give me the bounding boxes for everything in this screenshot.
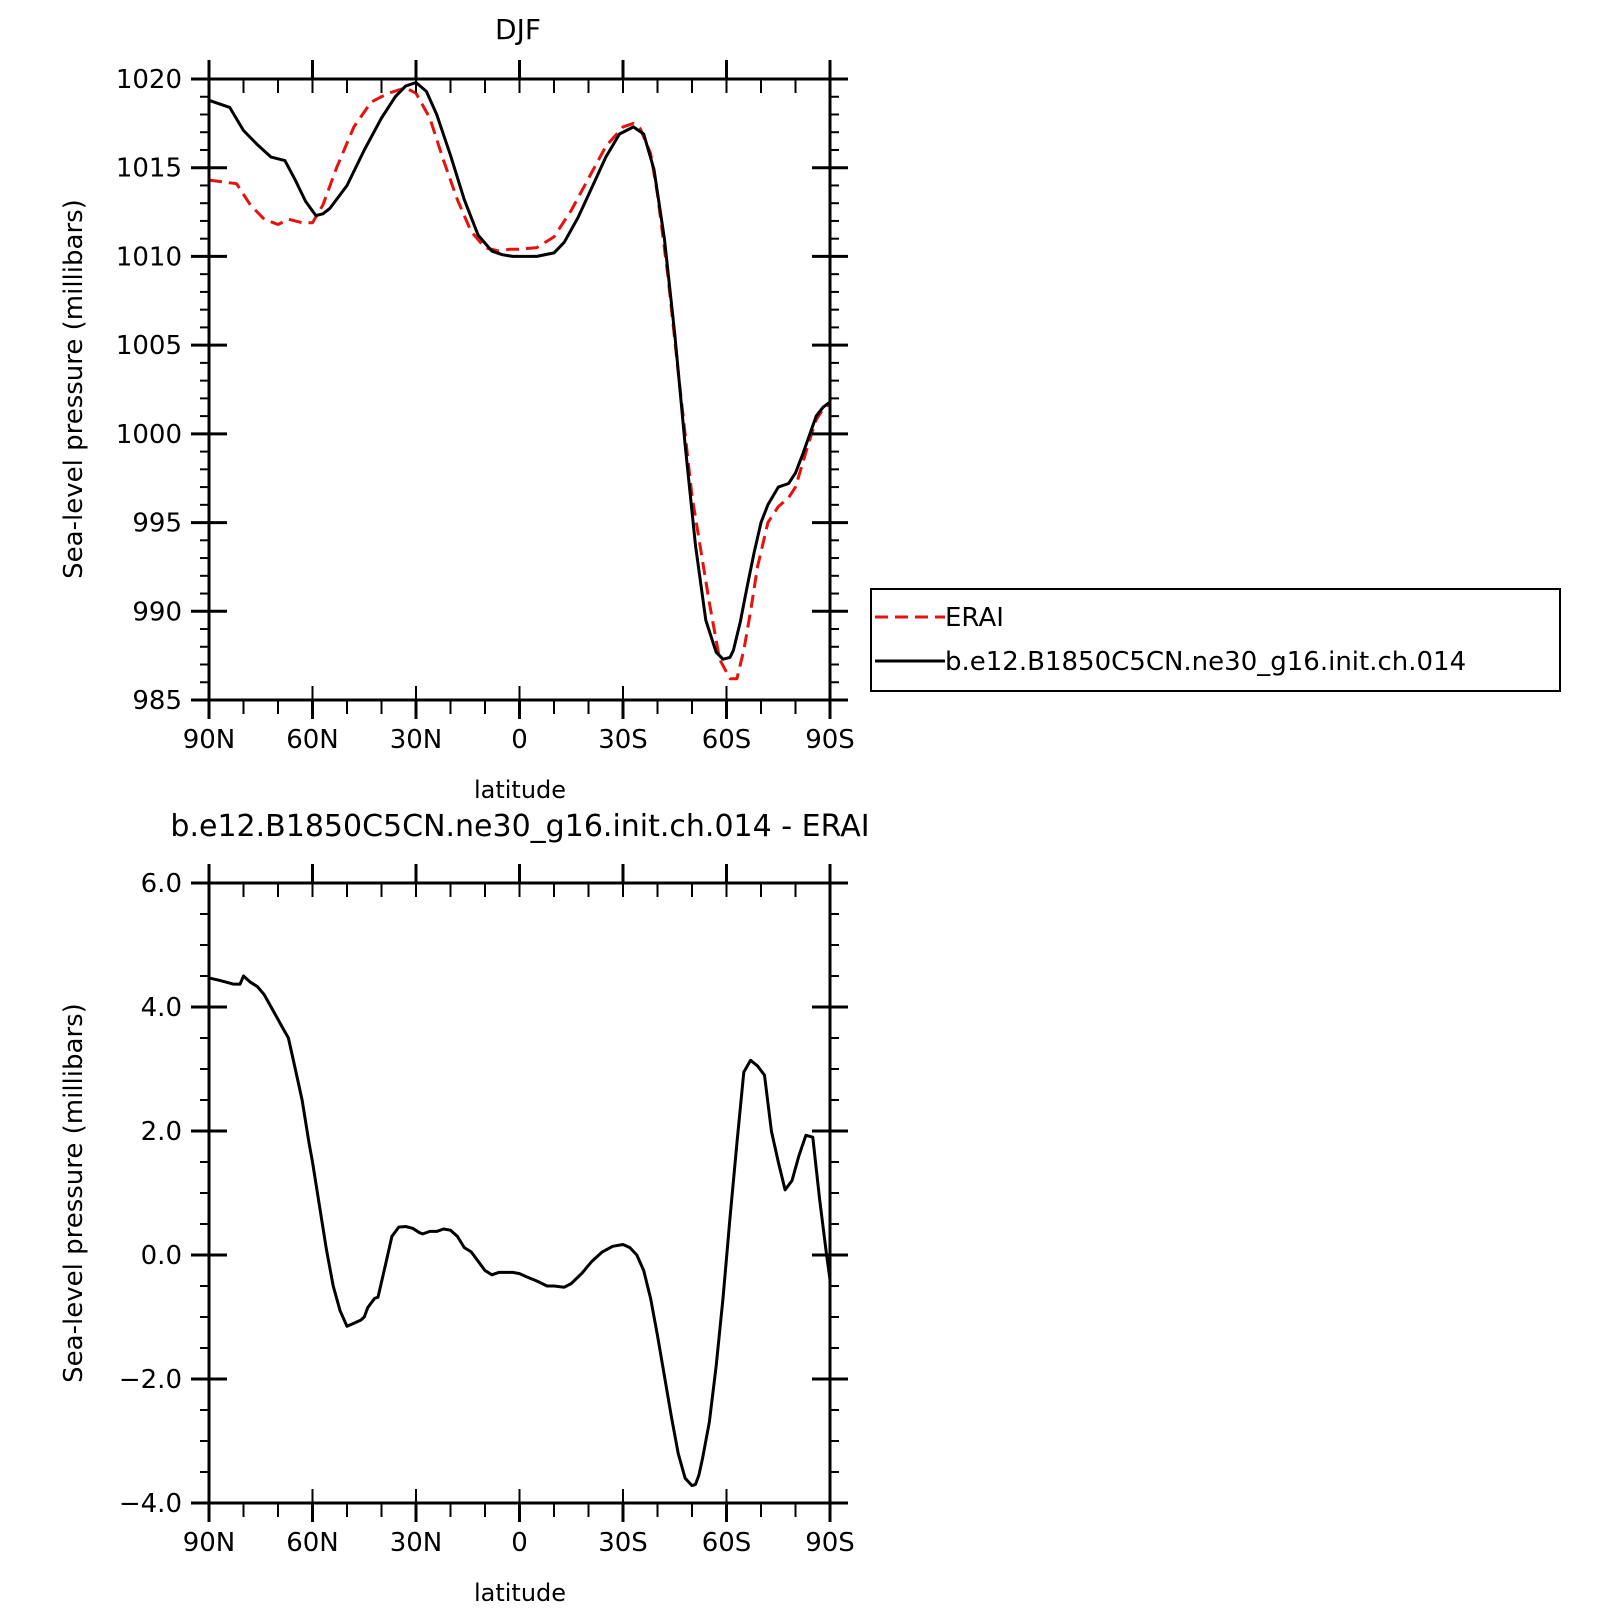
chart-title: DJF	[495, 13, 541, 46]
x-tick-label: 60N	[286, 1528, 339, 1558]
y-tick-label: 995	[132, 509, 182, 539]
y-tick-label: 1010	[116, 242, 182, 272]
x-tick-label: 90S	[805, 725, 855, 755]
x-axis-label: latitude	[474, 776, 566, 804]
x-tick-label: 60N	[286, 725, 339, 755]
y-tick-label: 0.0	[141, 1241, 182, 1271]
plot-frame	[207, 881, 832, 1505]
series-line-erai	[208, 86, 831, 681]
y-tick-label: 1000	[116, 420, 182, 450]
axis-ticks	[191, 60, 848, 719]
x-axis-tick-labels: 90N 60N 30N 0 30S 60S 90S	[183, 725, 855, 755]
slp-djf-panel: DJF 90N 60N 30N 0 30S 60S 90S 1020 1015 1010 1005…	[59, 13, 855, 804]
y-tick-label: 990	[132, 597, 182, 627]
y-tick-label: 4.0	[141, 993, 182, 1023]
x-tick-label: 90N	[183, 1528, 236, 1558]
y-axis-tick-labels: 6.0 4.0 2.0 0.0 −2.0 −4.0	[119, 869, 182, 1519]
y-tick-label: 6.0	[141, 869, 182, 899]
x-tick-label: 30N	[390, 1528, 443, 1558]
legend-label-erai: ERAI	[945, 603, 1004, 633]
legend-label-model: b.e12.B1850C5CN.ne30_g16.init.ch.014	[945, 647, 1466, 677]
y-tick-label: 1005	[116, 331, 182, 361]
x-tick-label: 0	[511, 725, 528, 755]
x-axis-label: latitude	[474, 1579, 566, 1607]
y-tick-label: 2.0	[141, 1117, 182, 1147]
x-tick-label: 60S	[702, 1528, 752, 1558]
legend: ERAI b.e12.B1850C5CN.ne30_g16.init.ch.01…	[870, 588, 1561, 692]
x-tick-label: 30N	[390, 725, 443, 755]
x-tick-label: 60S	[702, 725, 752, 755]
x-axis-tick-labels: 90N 60N 30N 0 30S 60S 90S	[183, 1528, 855, 1558]
y-axis-tick-labels: 1020 1015 1010 1005 1000 995 990 985	[116, 65, 182, 716]
slp-difference-panel: b.e12.B1850C5CN.ne30_g16.init.ch.014 - E…	[59, 809, 870, 1607]
y-tick-label: −2.0	[119, 1365, 182, 1395]
y-axis-label: Sea-level pressure (millibars)	[59, 199, 89, 579]
axis-ticks	[191, 864, 848, 1522]
x-tick-label: 30S	[598, 725, 648, 755]
x-tick-label: 0	[511, 1528, 528, 1558]
plot-frame	[207, 77, 832, 702]
difference-chart-title: b.e12.B1850C5CN.ne30_g16.init.ch.014 - E…	[170, 809, 869, 844]
x-tick-label: 90S	[805, 1528, 855, 1558]
y-tick-label: 1020	[116, 65, 182, 95]
plot-area	[208, 81, 831, 681]
x-tick-label: 90N	[183, 725, 236, 755]
legend-box	[870, 588, 1561, 692]
y-tick-label: 985	[132, 686, 182, 716]
y-axis-label: Sea-level pressure (millibars)	[59, 1003, 89, 1383]
series-line-difference	[208, 974, 832, 1488]
x-tick-label: 30S	[598, 1528, 648, 1558]
y-tick-label: 1015	[116, 154, 182, 184]
series-line-b-e12-b1850c5cn-ne30-g16-init-ch-014	[208, 81, 831, 661]
plot-area	[208, 974, 832, 1488]
y-tick-label: −4.0	[119, 1489, 182, 1519]
